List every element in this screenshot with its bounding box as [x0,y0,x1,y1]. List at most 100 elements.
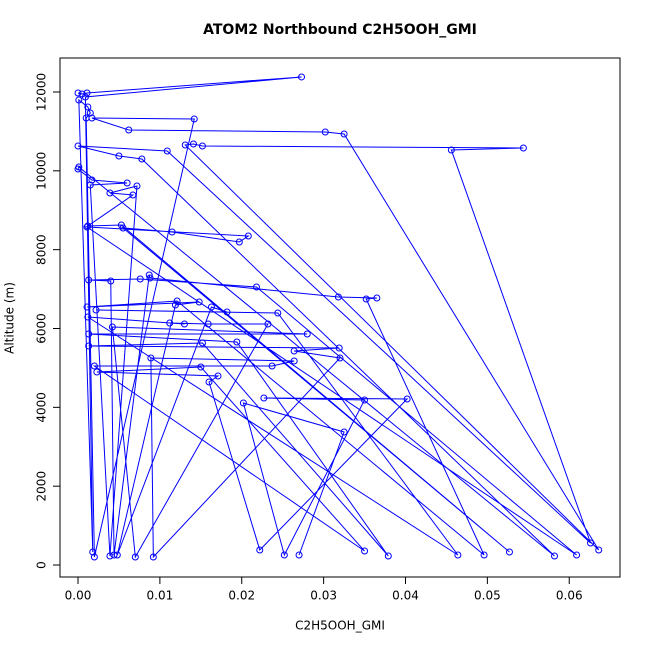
data-point [336,354,344,362]
x-axis-label: C2H5OOH_GMI [295,619,385,633]
data-point [131,553,139,561]
data-point [107,277,115,285]
data-point [454,551,462,559]
data-point [74,142,82,150]
data-point [447,146,455,154]
data-point [85,330,93,338]
data-point [274,309,282,317]
data-point [166,319,174,327]
data-point [88,114,96,122]
data-point [335,344,343,352]
data-point [204,320,212,328]
data-point [334,293,342,301]
data-point [256,546,264,554]
data-point [321,128,329,136]
data-point [88,176,96,184]
data-point [384,552,392,560]
data-point [198,339,206,347]
data-point [195,298,203,306]
x-tick-label: 0.06 [556,589,583,603]
data-point [303,330,311,338]
data-point [129,191,137,199]
data-point [119,224,127,232]
data-point [138,155,146,163]
y-tick-label: 2000 [35,471,49,502]
y-tick-label: 4000 [35,392,49,423]
data-point [133,182,141,190]
data-point [92,306,100,314]
data-point [340,428,348,436]
data-point [340,130,348,138]
data-point [145,271,153,279]
data-point [373,294,381,302]
data-point [505,548,513,556]
data-point [573,551,581,559]
data-point [168,228,176,236]
data-point [74,89,82,97]
data-point [403,395,411,403]
data-point [110,551,118,559]
data-point [239,399,247,407]
data-point [85,276,93,284]
x-tick-label: 0.00 [65,589,92,603]
data-point [106,552,114,560]
data-point [480,551,488,559]
data-point [113,551,121,559]
data-point [244,232,252,240]
data-point [190,115,198,123]
data-point [84,313,92,321]
data-point [106,189,114,197]
data-point [362,295,370,303]
data-point [361,396,369,404]
data-point [83,89,91,97]
data-point [214,372,222,380]
data-point [81,93,89,101]
data-point [171,301,179,309]
data-point [147,354,155,362]
data-point [587,539,595,547]
data-point [86,109,94,117]
data-point [595,546,603,554]
data-point [163,147,171,155]
data-point [551,552,559,560]
data-point [361,547,369,555]
data-point [83,303,91,311]
data-point [519,144,527,152]
data-point [233,338,241,346]
data-point [252,283,260,291]
chart-title: ATOM2 Northbound C2H5OOH_GMI [203,22,477,38]
data-point [108,323,116,331]
data-point [197,363,205,371]
data-point [136,275,144,283]
data-point [264,320,272,328]
data-point [295,551,303,559]
data-point [173,297,181,305]
data-point [290,347,298,355]
data-point [84,103,92,111]
data-point [123,179,131,187]
x-tick-label: 0.03 [310,589,337,603]
data-point [115,152,123,160]
data-point [280,551,288,559]
data-point [223,308,231,316]
data-point [75,96,83,104]
y-tick-label: 8000 [35,234,49,265]
data-point [260,394,268,402]
y-tick-label: 10000 [35,152,49,190]
data-point [89,548,97,556]
data-point [207,303,215,311]
data-point [125,126,133,134]
data-point [189,140,197,148]
data-point [90,362,98,370]
x-tick-label: 0.04 [392,589,419,603]
data-point [93,368,101,376]
data-point [90,553,98,561]
data-point [268,362,276,370]
data-point [181,141,189,149]
x-tick-label: 0.05 [474,589,501,603]
y-tick-label: 0 [35,561,49,569]
data-point [298,73,306,81]
x-tick-label: 0.02 [228,589,255,603]
data-point [85,342,93,350]
